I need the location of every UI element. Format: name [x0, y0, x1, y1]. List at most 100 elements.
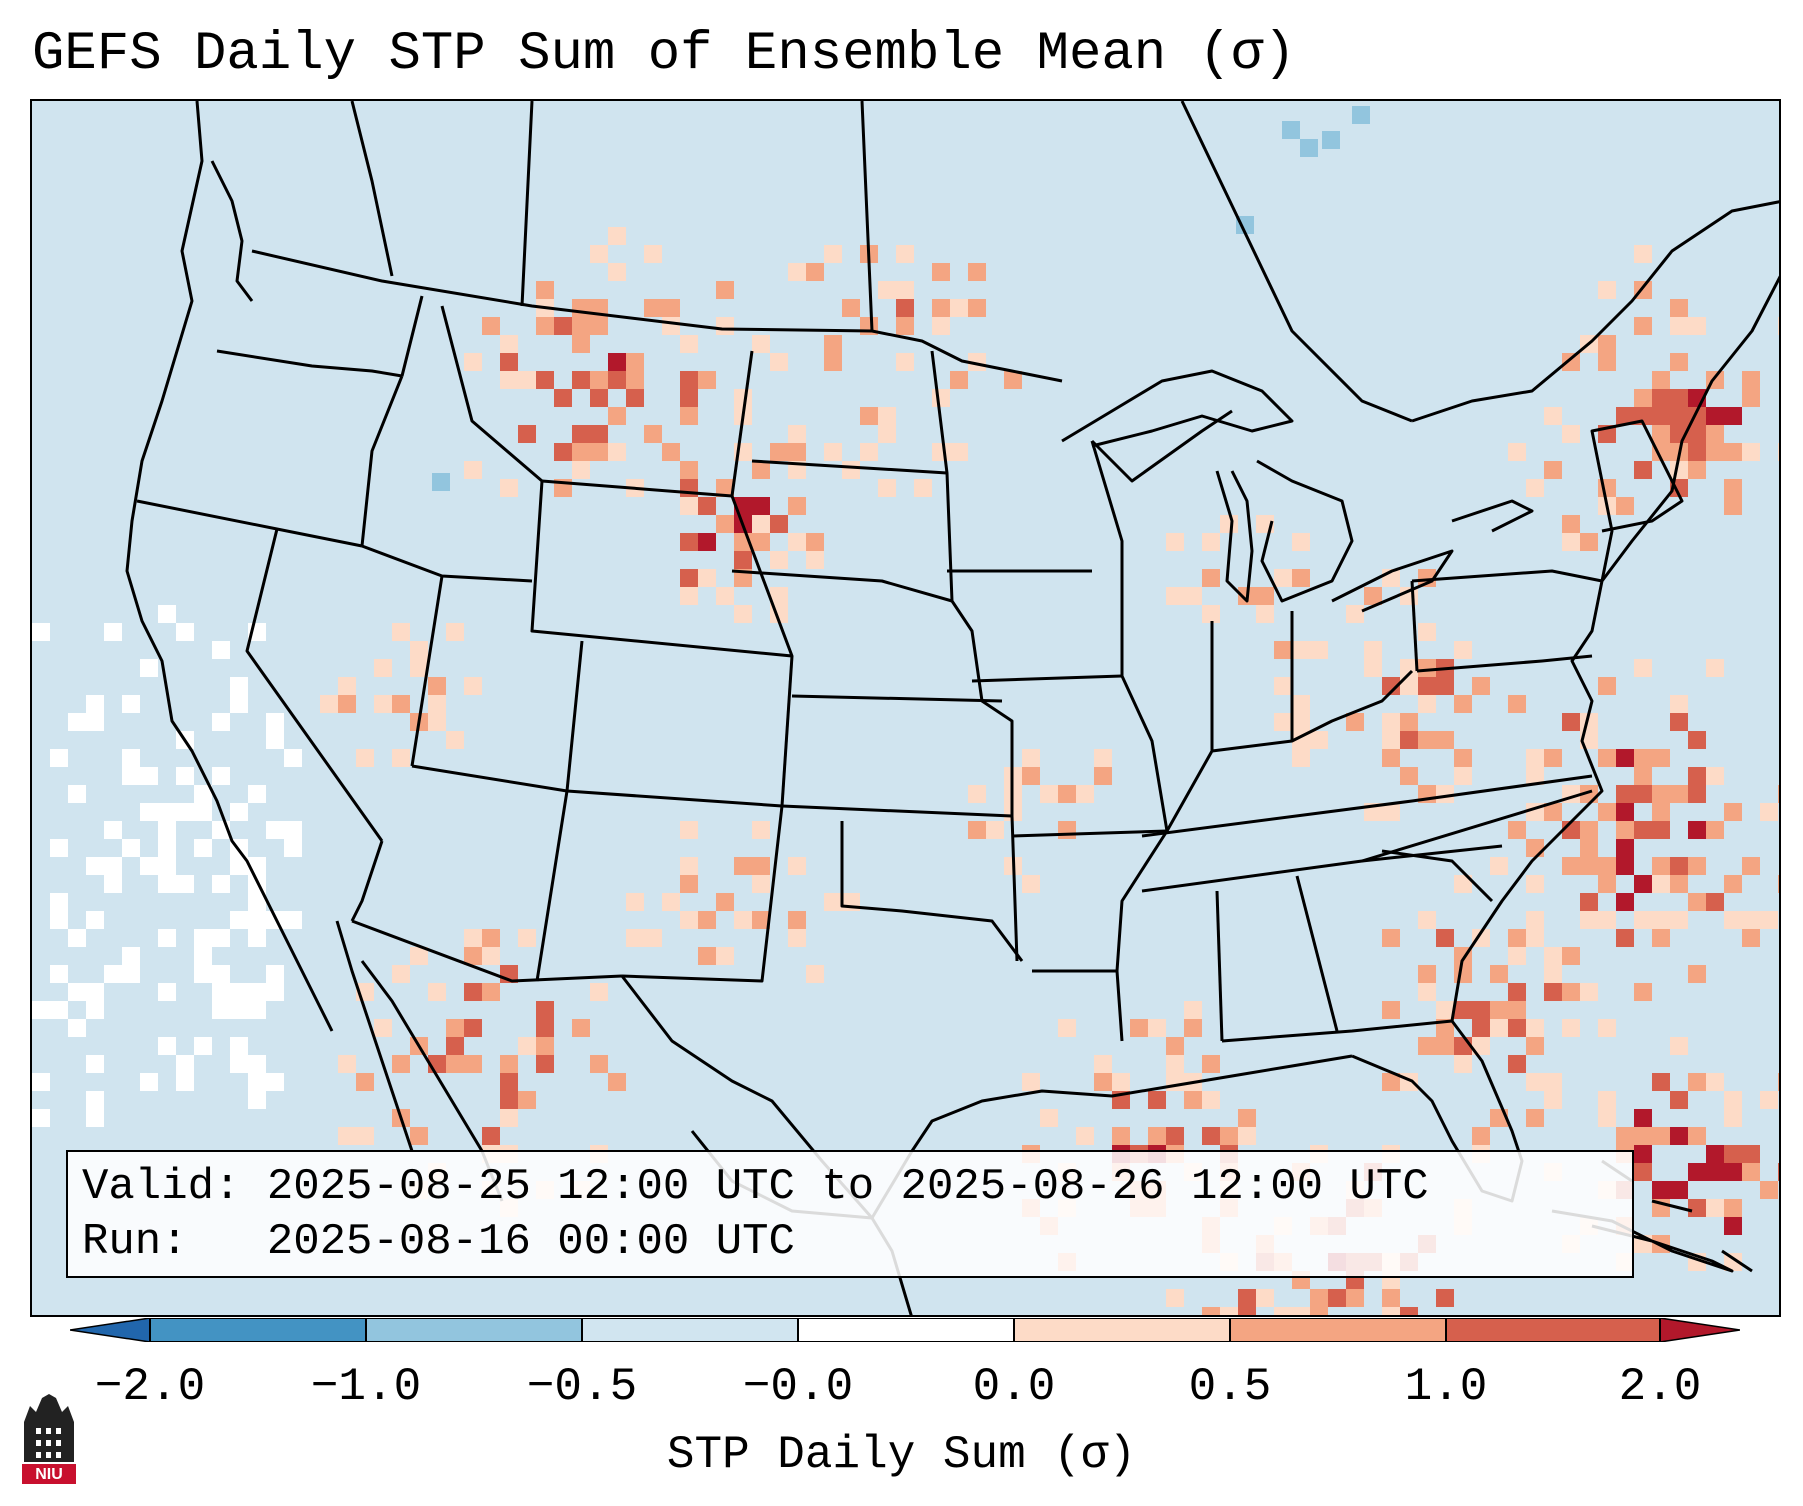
field-cell — [1706, 1145, 1724, 1163]
field-cell — [248, 1073, 266, 1091]
border-plains-east — [930, 350, 1019, 962]
field-cell — [1526, 929, 1544, 947]
field-cell — [950, 371, 968, 389]
field-cell — [1220, 1127, 1238, 1145]
field-cell — [356, 1127, 374, 1145]
field-cell — [266, 965, 284, 983]
border-mo-ar — [1011, 829, 1168, 838]
field-cell — [680, 335, 698, 353]
field-cell — [824, 893, 842, 911]
field-cell — [518, 425, 536, 443]
field-cell — [698, 497, 716, 515]
field-cell — [500, 335, 518, 353]
field-cell — [680, 389, 698, 407]
field-cell — [554, 389, 572, 407]
chart-title: GEFS Daily STP Sum of Ensemble Mean (σ) — [32, 24, 1296, 85]
colorbar-over-extension — [1659, 1318, 1740, 1342]
field-cell — [680, 911, 698, 929]
field-cell — [1724, 1109, 1742, 1127]
field-cell — [1724, 1253, 1742, 1271]
map-panel — [30, 99, 1781, 1317]
border-ca-az — [350, 840, 384, 922]
field-cell — [1616, 893, 1634, 911]
field-cell — [1436, 1001, 1454, 1019]
field-cell — [122, 965, 140, 983]
field-cell — [1058, 785, 1076, 803]
field-cell — [266, 731, 284, 749]
field-cell — [1688, 731, 1706, 749]
field-cell — [680, 821, 698, 839]
field-cell — [536, 371, 554, 389]
field-cell — [32, 1073, 50, 1091]
field-cell — [68, 983, 86, 1001]
field-cell — [1400, 1307, 1418, 1315]
field-cell — [1274, 677, 1292, 695]
field-cell — [1364, 587, 1382, 605]
field-cell — [1508, 695, 1526, 713]
field-cell — [1184, 1091, 1202, 1109]
field-cell — [482, 983, 500, 1001]
field-cell — [284, 911, 302, 929]
field-cell — [608, 1073, 626, 1091]
colorbar — [70, 1318, 1740, 1342]
border-new-england — [1590, 419, 1684, 582]
field-cell — [572, 425, 590, 443]
field-cell — [1652, 821, 1670, 839]
field-cell — [1094, 749, 1112, 767]
field-cell — [68, 785, 86, 803]
field-cell — [410, 641, 428, 659]
field-cell — [1778, 1163, 1779, 1181]
field-cell — [572, 299, 590, 317]
field-cell — [1670, 317, 1688, 335]
field-cell — [428, 695, 446, 713]
field-cell — [716, 281, 734, 299]
valid-label: Valid: — [82, 1162, 241, 1212]
field-cell — [572, 443, 590, 461]
field-cell — [1382, 929, 1400, 947]
field-cell — [1778, 785, 1779, 803]
field-cell — [1652, 1073, 1670, 1091]
field-cell — [86, 857, 104, 875]
field-cell — [338, 695, 356, 713]
field-cell — [1472, 929, 1490, 947]
field-cell — [1040, 785, 1058, 803]
field-cell — [1616, 839, 1634, 857]
field-cell — [428, 677, 446, 695]
field-cell — [680, 875, 698, 893]
field-cell — [176, 767, 194, 785]
field-cell — [608, 407, 626, 425]
field-cell — [680, 497, 698, 515]
lake-michigan — [1215, 470, 1254, 603]
field-cell — [1652, 803, 1670, 821]
field-cell — [1292, 695, 1310, 713]
field-cell — [878, 425, 896, 443]
field-cell — [32, 1109, 50, 1127]
lake-erie — [1331, 549, 1454, 613]
field-cell — [32, 623, 50, 641]
field-cell — [1490, 1019, 1508, 1037]
field-cell — [1634, 767, 1652, 785]
state-boundaries — [125, 101, 1779, 1315]
field-cell — [1220, 1307, 1238, 1315]
field-cell — [680, 587, 698, 605]
field-cell — [968, 353, 986, 371]
field-cell — [464, 1055, 482, 1073]
field-cell — [248, 929, 266, 947]
field-cell — [932, 299, 950, 317]
field-cell — [1670, 461, 1688, 479]
field-cell — [554, 443, 572, 461]
field-cell — [734, 911, 752, 929]
field-cell — [500, 1091, 518, 1109]
colorbar-under-extension — [70, 1318, 151, 1342]
field-cell — [1688, 965, 1706, 983]
field-cell — [1562, 983, 1580, 1001]
field-cell — [1130, 1019, 1148, 1037]
field-cell — [752, 461, 770, 479]
colorbar-tick-label: −0.5 — [526, 1361, 638, 1413]
field-cell — [590, 443, 608, 461]
field-cell — [1148, 1091, 1166, 1109]
field-cell — [446, 623, 464, 641]
field-cell — [1670, 407, 1688, 425]
field-cell — [1724, 497, 1742, 515]
field-cell — [374, 695, 392, 713]
